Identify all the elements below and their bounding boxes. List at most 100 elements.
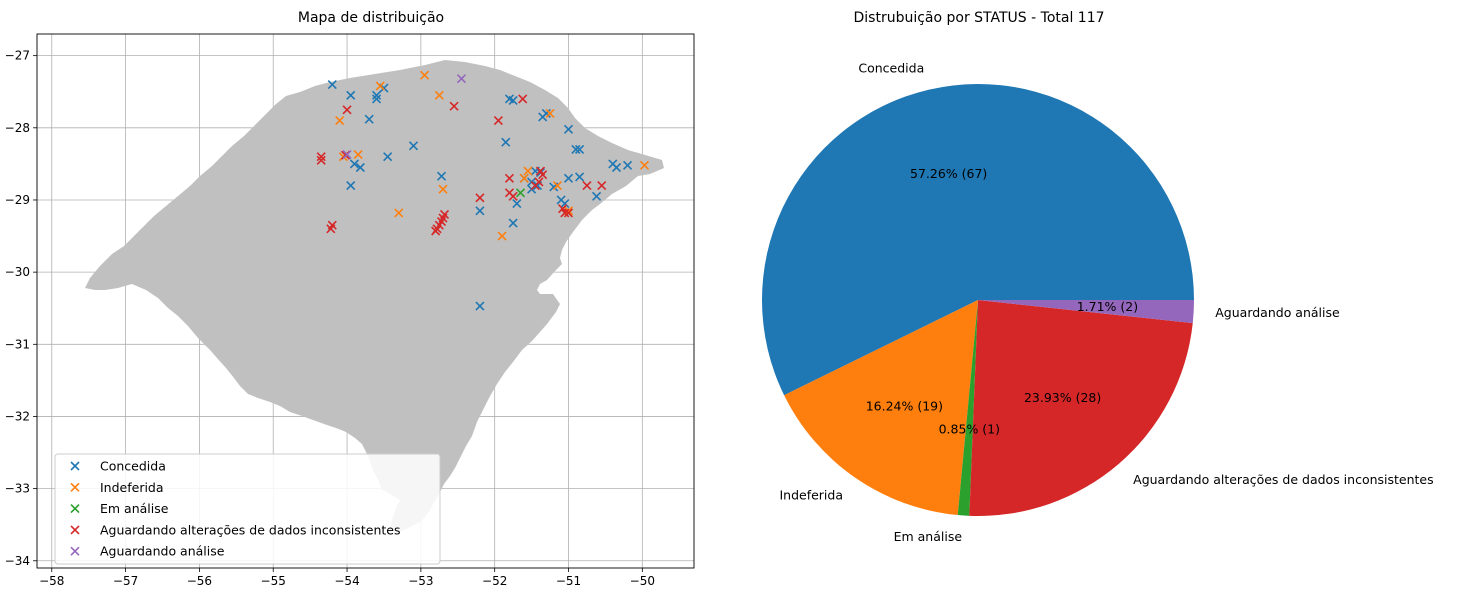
scatter-point-concedida — [560, 199, 570, 209]
scatter-point-indeferida — [335, 116, 345, 126]
scatter-point-concedida — [346, 90, 356, 100]
scatter-point-indeferida — [552, 180, 562, 191]
pie-category-label-em-analise: Em análise — [894, 529, 963, 544]
legend-marker-concedida — [70, 461, 80, 471]
scatter-point-concedida — [622, 160, 633, 170]
scatter-point-aguardando-alteracoes-de-dados-inconsistentes — [563, 208, 574, 218]
y-tick-label: −30 — [5, 265, 30, 279]
legend-marker-indeferida — [70, 482, 80, 492]
scatter-point-concedida — [591, 191, 602, 201]
scatter-point-concedida — [501, 137, 511, 147]
pie-category-label-aguardando-analise: Aguardando análise — [1215, 305, 1340, 320]
x-tick-label: −50 — [630, 574, 655, 588]
pie-slice-em-analise — [957, 300, 978, 516]
pie-category-label-indeferida: Indeferida — [779, 488, 843, 503]
scatter-point-concedida — [364, 114, 374, 124]
legend-marker-aguardando-alteracoes-de-dados-inconsistentes — [70, 525, 80, 535]
scatter-point-aguardando-alteracoes-de-dados-inconsistentes — [439, 209, 450, 219]
scatter-point-concedida — [563, 124, 574, 134]
pie-slice-aguardando-alteracoes-de-dados-inconsistentes — [969, 300, 1193, 516]
x-tick-label: −57 — [113, 574, 138, 588]
scatter-point-concedida — [408, 141, 419, 151]
legend-marker-aguardando-analise — [70, 546, 80, 556]
scatter-point-aguardando-alteracoes-de-dados-inconsistentes — [538, 170, 548, 180]
scatter-point-concedida — [436, 171, 447, 181]
scatter-point-aguardando-alteracoes-de-dados-inconsistentes — [449, 101, 459, 111]
y-tick-label: −32 — [5, 409, 30, 423]
scatter-point-indeferida — [523, 166, 533, 176]
scatter-point-aguardando-alteracoes-de-dados-inconsistentes — [534, 177, 544, 187]
scatter-point-concedida — [563, 173, 574, 183]
pie-percent-label-indeferida: 16.24% (19) — [866, 399, 943, 414]
legend-box — [54, 453, 441, 565]
scatter-point-em-analise — [515, 188, 526, 198]
scatter-point-concedida — [327, 79, 337, 90]
legend-label-concedida: Concedida — [100, 459, 166, 474]
map-axes-frame — [36, 33, 695, 569]
x-tick-label: −53 — [408, 574, 433, 588]
scatter-point-concedida — [538, 112, 548, 122]
scatter-point-indeferida — [419, 70, 430, 80]
map-legend: Concedida Indeferida Em análise Aguardando … — [54, 453, 441, 565]
map-chart: Mapa de distribuição −58 −57 −56 −55 −54 −53−… — [5, 10, 695, 588]
scatter-point-aguardando-alteracoes-de-dados-inconsistentes — [582, 180, 592, 191]
scatter-point-aguardando-alteracoes-de-dados-inconsistentes — [431, 226, 441, 236]
pie-percent-label-concedida: 57.26% (67) — [910, 166, 987, 181]
x-tick-label: −55 — [261, 574, 286, 588]
scatter-point-aguardando-alteracoes-de-dados-inconsistentes — [558, 204, 568, 214]
scatter-point-aguardando-alteracoes-de-dados-inconsistentes — [316, 152, 326, 162]
scatter-point-aguardando-alteracoes-de-dados-inconsistentes — [504, 173, 515, 183]
legend-label-aguardando-alteracoes-de-dados-inconsistentes: Aguardando alterações de dados inconsist… — [100, 522, 401, 537]
legend-marker-em-analise — [70, 504, 80, 514]
pie-chart: Distrubuição por STATUS - Total 117 Conc… — [761, 10, 1434, 544]
scatter-point-concedida — [349, 159, 359, 169]
scatter-point-indeferida — [497, 231, 507, 241]
scatter-point-aguardando-alteracoes-de-dados-inconsistentes — [316, 155, 326, 165]
scatter-point-concedida — [611, 162, 622, 173]
pie-slice-concedida — [761, 83, 1194, 396]
scatter-point-indeferida — [394, 208, 404, 218]
scatter-point-aguardando-alteracoes-de-dados-inconsistentes — [475, 193, 485, 203]
scatter-point-concedida — [372, 94, 382, 104]
scatter-point-aguardando-alteracoes-de-dados-inconsistentes — [597, 180, 607, 191]
map-ticks: −58 −57 −56 −55 −54 −53 −52 −51 −50 −27 −28 −29 −30 −… — [5, 49, 655, 588]
state-map-shape — [85, 60, 664, 533]
y-tick-label: −31 — [5, 337, 30, 351]
scatter-point-aguardando-alteracoes-de-dados-inconsistentes — [560, 208, 570, 218]
x-tick-label: −54 — [334, 574, 359, 588]
pie-title: Distrubuição por STATUS - Total 117 — [853, 10, 1104, 26]
map-points — [316, 70, 650, 311]
scatter-point-concedida — [475, 301, 485, 311]
scatter-point-aguardando-analise — [456, 74, 467, 84]
scatter-point-aguardando-analise — [342, 149, 352, 160]
x-tick-label: −58 — [39, 574, 64, 588]
scatter-point-concedida — [346, 180, 356, 191]
pie-percent-label-em-analise: 0.85% (1) — [939, 421, 1000, 436]
scatter-point-concedida — [575, 172, 585, 182]
pie-percent-label-aguardando-alteracoes-de-dados-inconsistentes: 23.93% (28) — [1024, 390, 1101, 405]
scatter-point-concedida — [475, 206, 485, 216]
scatter-point-indeferida — [519, 173, 529, 183]
scatter-point-indeferida — [375, 81, 385, 91]
scatter-point-concedida — [571, 144, 581, 155]
pie-slice-indeferida — [784, 300, 978, 516]
pie-category-label-aguardando-alteracoes-de-dados-inconsistentes: Aguardando alterações de dados inconsist… — [1133, 472, 1434, 487]
scatter-point-aguardando-alteracoes-de-dados-inconsistentes — [326, 224, 336, 234]
scatter-point-indeferida — [545, 108, 555, 118]
scatter-point-aguardando-alteracoes-de-dados-inconsistentes — [518, 94, 528, 104]
x-tick-label: −52 — [482, 574, 507, 588]
scatter-point-indeferida — [639, 160, 650, 170]
scatter-point-concedida — [508, 95, 518, 105]
pie-percent-label-aguardando-analise: 1.71% (2) — [1077, 299, 1138, 314]
scatter-point-aguardando-alteracoes-de-dados-inconsistentes — [508, 191, 518, 201]
scatter-point-concedida — [355, 162, 365, 173]
pie-slice-aguardando-analise — [978, 300, 1194, 324]
scatter-point-concedida — [508, 218, 518, 228]
scatter-point-concedida — [575, 144, 585, 155]
scatter-point-aguardando-alteracoes-de-dados-inconsistentes — [342, 105, 352, 115]
scatter-point-indeferida — [434, 90, 444, 100]
y-tick-label: −27 — [5, 49, 30, 63]
scatter-point-indeferida — [438, 184, 448, 194]
map-title: Mapa de distribuição — [298, 10, 444, 26]
legend-label-aguardando-analise: Aguardando análise — [100, 544, 225, 559]
